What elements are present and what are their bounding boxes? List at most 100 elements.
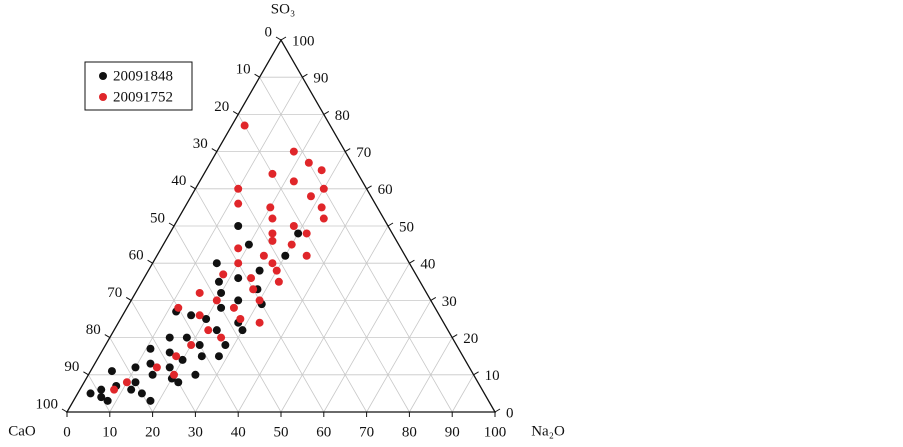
data-point [212,296,221,305]
tick-mark [254,73,260,78]
data-point [97,385,106,394]
data-point [304,158,313,167]
tick-mark [275,36,282,41]
right-tick-label: 0 [506,405,514,421]
data-point [287,240,296,249]
data-point [247,274,256,283]
bottom-tick-label: 80 [402,424,417,440]
grid-line [323,263,410,413]
data-point [195,311,204,320]
data-point [212,259,221,268]
grid-line [130,300,196,413]
legend-label: 20091848 [113,68,173,84]
grid-line [109,337,153,413]
grid-line [216,151,367,413]
data-point [266,203,275,212]
data-point [255,318,264,327]
tick-mark [168,222,175,227]
data-point [234,222,243,230]
data-point [202,315,211,323]
right-tick-label: 70 [356,145,371,161]
data-point [165,348,174,357]
data-point [319,184,328,193]
data-point [317,203,326,212]
bottom-tick-label: 0 [63,424,71,440]
data-point [165,363,174,372]
data-point [107,367,116,376]
right-tick-label: 90 [313,71,328,87]
data-point [131,378,140,387]
data-point [187,341,196,350]
data-point [191,370,200,379]
data-point [217,333,226,342]
data-point [317,166,326,175]
right-tick-label: 40 [420,257,435,273]
bottom-tick-label: 50 [274,424,289,440]
tick-mark [190,185,196,190]
data-point [259,251,268,260]
bottom-tick-label: 20 [145,424,160,440]
data-point [187,311,196,320]
data-point [234,274,243,283]
bottom-tick-label: 100 [484,424,507,440]
tick-mark [344,148,351,153]
data-point [289,177,298,186]
grid-line [409,337,453,413]
data-point [229,303,238,312]
data-point [214,277,223,286]
data-point [240,121,249,130]
tick-mark [61,408,68,413]
data-point [110,385,119,394]
tick-mark [280,36,287,41]
right-tick-label: 30 [442,294,457,310]
bottom-tick-label: 30 [188,424,203,440]
grid-line [109,77,303,413]
data-point [137,389,146,398]
data-point [172,352,181,361]
legend-label: 20091752 [113,89,173,105]
tick-mark [125,296,132,301]
left-tick-label: 0 [265,24,273,40]
data-point [234,296,243,305]
tick-mark [409,259,415,264]
tick-mark [104,334,111,339]
data-point [217,303,226,312]
tick-mark [302,73,308,78]
tick-mark [232,110,239,115]
data-point [268,236,277,245]
data-point [272,266,281,275]
data-point [165,333,174,342]
data-point [103,396,112,405]
data-point [234,199,243,208]
tick-mark [211,148,218,153]
left-tick-label: 30 [193,136,208,152]
legend-marker [99,93,107,101]
grid-line [173,225,282,413]
left-tick-label: 70 [107,285,122,301]
data-point [178,355,187,364]
apex-label: CaO [8,423,36,439]
legend-box [84,61,193,111]
data-point [302,251,311,260]
data-point [268,169,277,178]
data-point [204,326,213,335]
bottom-tick-label: 60 [316,424,331,440]
right-tick-label: 60 [378,182,393,198]
tick-mark [83,371,89,376]
bottom-tick-label: 90 [445,424,460,440]
bottom-tick-label: 40 [231,424,246,440]
data-point [268,259,277,268]
data-point [97,393,106,402]
tick-mark [494,408,501,413]
data-point [274,277,283,286]
data-point [234,184,243,193]
data-point [268,214,277,223]
data-point [289,147,298,156]
data-point [197,352,206,361]
tick-mark [430,296,437,301]
left-tick-label: 10 [236,62,251,78]
data-point [170,370,178,379]
data-point [174,303,183,312]
data-point [302,229,311,238]
